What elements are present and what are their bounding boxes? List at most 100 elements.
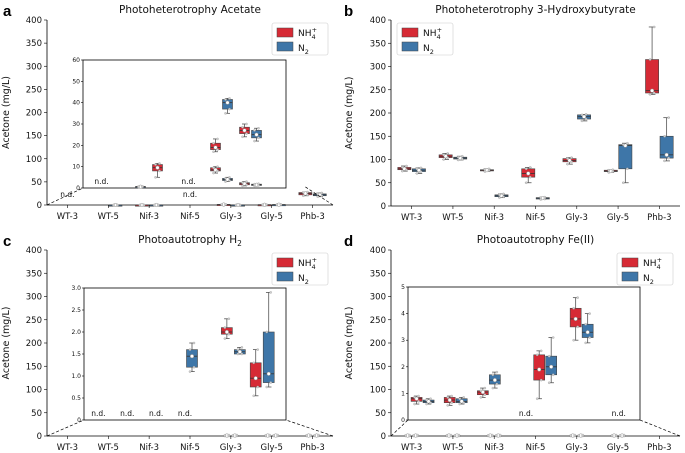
mean-dot xyxy=(585,330,590,335)
data-point xyxy=(236,348,240,351)
y-tick-label: 300 xyxy=(370,293,386,303)
data-point xyxy=(572,307,575,310)
data-point xyxy=(228,107,231,111)
data-point xyxy=(494,434,498,437)
data-point xyxy=(188,348,192,351)
y-axis-label: Acetone (mg/L) xyxy=(344,306,355,379)
data-point xyxy=(498,193,501,197)
data-point xyxy=(216,137,219,141)
data-point xyxy=(317,433,320,437)
data-point xyxy=(539,196,543,199)
box-nh4 xyxy=(298,190,313,197)
legend-swatch-nh4 xyxy=(276,257,294,268)
data-point xyxy=(116,203,119,207)
y-tick-label: 350 xyxy=(26,39,42,49)
data-point xyxy=(241,181,244,184)
box-n2 xyxy=(108,202,123,208)
data-point xyxy=(234,203,238,207)
data-point xyxy=(223,434,227,437)
chart-title-b: Photoheterotrophy 3-Hydroxybutyrate xyxy=(435,4,636,16)
box-n2 xyxy=(453,154,468,162)
data-point xyxy=(405,164,408,168)
data-point xyxy=(581,433,585,437)
data-point xyxy=(425,398,428,402)
data-point xyxy=(450,394,453,398)
data-point xyxy=(212,166,215,169)
inset-y-tick-label: 2.0 xyxy=(71,329,81,336)
x-tick-label: Phb-3 xyxy=(300,212,324,222)
y-tick-label: 400 xyxy=(370,246,386,256)
y-tick-label: 150 xyxy=(370,362,386,372)
data-point xyxy=(491,373,495,377)
data-point xyxy=(268,433,271,437)
inset-y-tick-label: 3.0 xyxy=(71,285,81,292)
y-tick-label: 300 xyxy=(26,62,42,72)
data-point xyxy=(622,433,626,437)
data-point xyxy=(446,404,449,407)
box-nh4 xyxy=(223,433,231,438)
data-point xyxy=(252,394,255,398)
data-point xyxy=(442,153,445,157)
data-point xyxy=(419,166,423,170)
box-nh4 xyxy=(645,25,659,96)
data-point xyxy=(610,434,614,437)
data-point xyxy=(566,162,569,166)
data-point xyxy=(588,312,591,315)
nd-label: n.d. xyxy=(149,409,163,418)
inset-box-n2 xyxy=(234,346,246,356)
data-point xyxy=(528,175,532,179)
box-n2 xyxy=(272,433,280,438)
box-nh4 xyxy=(480,167,494,173)
panel-label-c: c xyxy=(3,233,11,250)
data-point xyxy=(212,150,215,153)
zoom-connector xyxy=(303,185,334,206)
panel-c: 0 50 100 150 200 250 300 350 400 WT-3 WT-5 Nif-3 Nif… xyxy=(1,246,333,453)
legend-label-n2: N2 xyxy=(423,44,434,56)
inset-box-nh4 xyxy=(221,317,233,340)
data-point xyxy=(212,171,215,175)
inset-y-tick-label: 10 xyxy=(72,164,80,171)
y-tick-label: 100 xyxy=(370,156,386,166)
inset-box-n2 xyxy=(455,396,468,406)
x-tick-label: Gly-3 xyxy=(566,213,588,223)
data-point xyxy=(446,396,449,399)
y-tick-label: 0 xyxy=(381,202,386,212)
data-point xyxy=(412,434,415,437)
data-point xyxy=(460,157,464,161)
inset-box-n2 xyxy=(186,341,198,373)
inset-frame xyxy=(82,59,287,189)
data-point xyxy=(413,402,416,406)
data-point xyxy=(570,156,573,159)
data-point xyxy=(622,181,625,184)
inset-y-tick-label: 60 xyxy=(72,57,80,64)
nd-label: n.d. xyxy=(178,409,192,418)
inset-box-nh4 xyxy=(410,394,423,406)
mean-dot xyxy=(225,100,230,105)
data-point xyxy=(547,381,551,385)
chart-title-d: Photoautotrophy Fe(II) xyxy=(477,234,594,246)
y-tick-label: 150 xyxy=(26,362,42,372)
box-n2 xyxy=(412,166,426,175)
inset-y-tick-label: 2 xyxy=(401,364,405,371)
y-tick-label: 250 xyxy=(26,316,42,326)
y-axis-label: Acetone (mg/L) xyxy=(344,76,355,149)
data-point xyxy=(584,341,587,345)
x-tick-label: Phb-3 xyxy=(647,443,671,453)
data-point xyxy=(618,434,622,437)
data-point xyxy=(429,401,432,404)
zoom-connector xyxy=(285,419,334,437)
data-point xyxy=(153,203,156,207)
data-point xyxy=(224,112,227,115)
data-point xyxy=(495,370,499,374)
legend-label-n2: N2 xyxy=(643,274,654,286)
data-point xyxy=(256,385,259,389)
data-point xyxy=(539,349,543,353)
data-point xyxy=(416,433,419,437)
y-tick-label: 350 xyxy=(26,269,42,279)
data-point xyxy=(626,141,629,145)
x-tick-label: Nif-3 xyxy=(484,213,504,223)
data-point xyxy=(216,169,219,173)
